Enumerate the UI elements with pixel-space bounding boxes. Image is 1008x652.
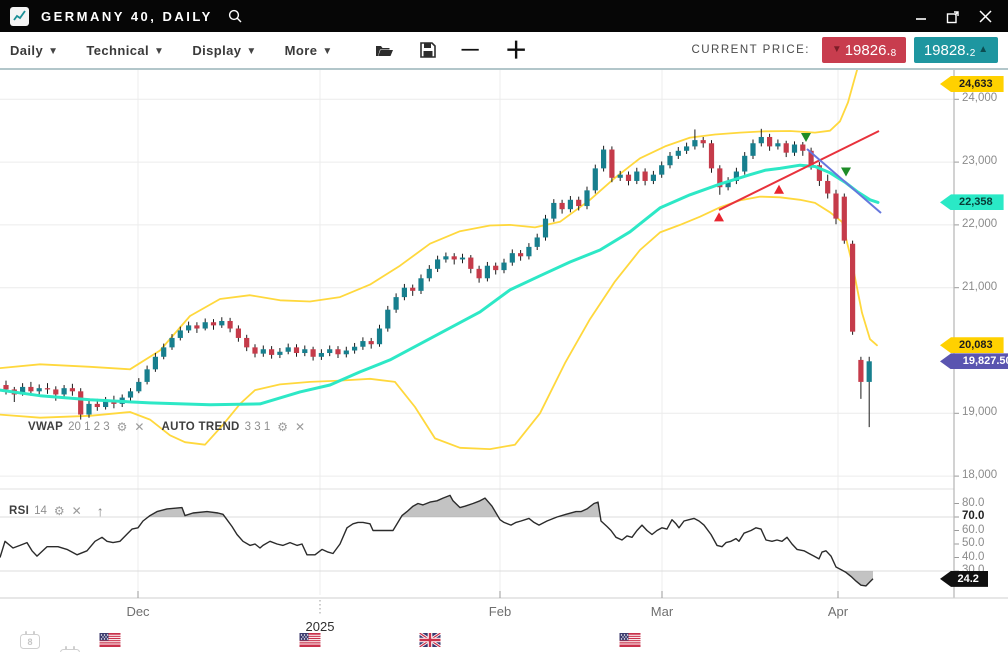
sell-price-button[interactable]: ▼ 19826. 8 — [822, 37, 906, 63]
buy-arrow-icon: ▲ — [978, 44, 989, 55]
minimize-button[interactable] — [908, 5, 934, 27]
search-icon[interactable] — [227, 8, 243, 24]
close-icon[interactable]: ✕ — [71, 504, 82, 518]
menu-technical[interactable]: Technical ▼ — [86, 43, 164, 58]
save-icon[interactable] — [419, 42, 436, 58]
gear-icon[interactable]: ⚙ — [116, 420, 128, 434]
buy-price-int: 19828. — [923, 41, 970, 59]
vwap-indicator-params: 20 1 2 3 — [68, 421, 110, 433]
indicator-row-rsi: RSI 14 ⚙ ✕ ↑ — [9, 503, 104, 519]
menu-more-label: More — [284, 42, 318, 58]
autotrend-indicator-label: AUTO TREND — [161, 421, 240, 433]
window-title: GERMANY 40, DAILY — [41, 8, 213, 24]
sell-price-dec: 8 — [890, 48, 897, 59]
chevron-down-icon: ▼ — [48, 45, 59, 57]
menu-display[interactable]: Display ▼ — [192, 43, 256, 58]
rsi-indicator-label: RSI — [9, 505, 30, 517]
autotrend-indicator-params: 3 3 1 — [244, 421, 271, 433]
close-icon[interactable]: ✕ — [134, 420, 145, 434]
close-icon[interactable]: ✕ — [295, 420, 306, 434]
chevron-down-icon: ▼ — [322, 45, 333, 57]
popout-button[interactable] — [940, 5, 966, 27]
chevron-down-icon: ▼ — [154, 45, 165, 57]
trend-signal-down-arrow — [841, 167, 851, 177]
trend-signal-down-arrow — [801, 132, 811, 142]
trend-signal-up-arrow — [774, 184, 784, 194]
title-bar: GERMANY 40, DAILY — [0, 0, 1008, 32]
toolbar: Daily ▼ Technical ▼ Display ▼ More ▼ ─ ＋ CUR… — [0, 32, 1008, 70]
menu-display-label: Display — [192, 42, 242, 58]
open-folder-icon[interactable] — [375, 43, 394, 58]
menu-daily[interactable]: Daily ▼ — [10, 43, 58, 58]
gear-icon[interactable]: ⚙ — [277, 420, 289, 434]
rsi-indicator-params: 14 — [34, 505, 47, 517]
gear-icon[interactable]: ⚙ — [53, 504, 65, 518]
zoom-out-button[interactable]: ─ — [461, 36, 479, 63]
zoom-in-button[interactable]: ＋ — [504, 37, 528, 63]
close-icon[interactable] — [972, 5, 998, 27]
current-price-label: CURRENT PRICE: — [691, 44, 810, 56]
buy-price-button[interactable]: 19828. 2 ▲ — [914, 37, 998, 63]
expand-arrow-icon[interactable]: ↑ — [96, 503, 104, 519]
vwap-indicator-label: VWAP — [28, 421, 64, 433]
chevron-down-icon: ▼ — [246, 45, 257, 57]
sell-arrow-icon: ▼ — [831, 44, 842, 55]
trend-signal-up-arrow — [714, 212, 724, 222]
menu-technical-label: Technical — [86, 42, 149, 58]
buy-price-dec: 2 — [969, 48, 976, 59]
sell-price-int: 19826. — [844, 41, 891, 59]
menu-more[interactable]: More ▼ — [285, 43, 333, 58]
menu-daily-label: Daily — [10, 42, 44, 58]
chart-app-icon — [10, 6, 29, 26]
indicator-row-main: VWAP 20 1 2 3 ⚙ ✕ AUTO TREND 3 3 1 ⚙ ✕ — [28, 420, 312, 434]
